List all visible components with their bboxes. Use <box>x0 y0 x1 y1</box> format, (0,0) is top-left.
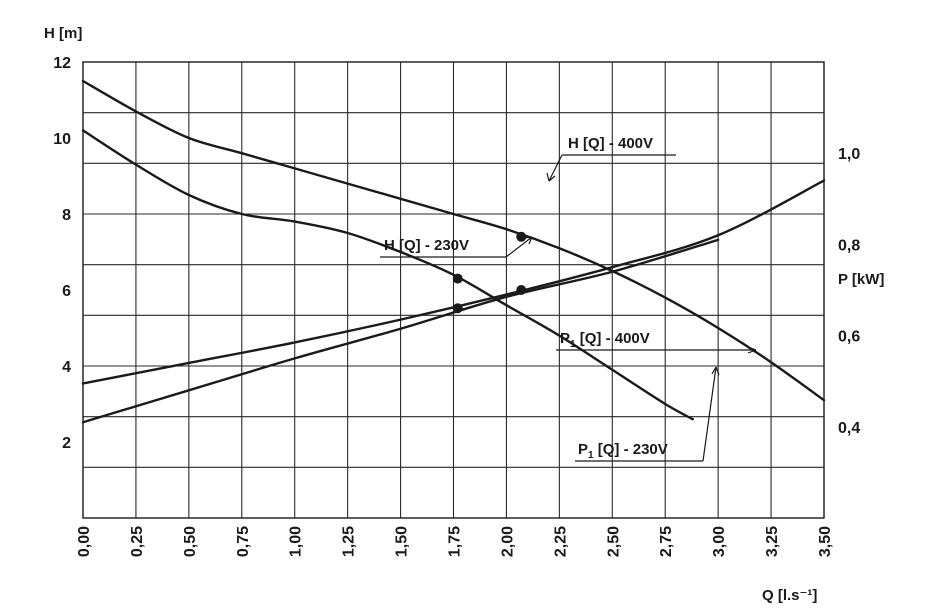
operating-points <box>452 231 527 314</box>
series-label-h230: H [Q] - 230V <box>384 237 469 254</box>
x-tick-label: 0,50 <box>182 526 199 557</box>
series-label-p230: P1 [Q] - 230V <box>578 441 668 461</box>
x-tick-label: 1,75 <box>447 526 464 557</box>
label-h400: H [Q] - 400V <box>546 135 676 182</box>
y-tick-label-left: 4 <box>62 359 71 376</box>
x-tick-label: 3,00 <box>711 526 728 557</box>
y-tick-label-right: 0,6 <box>838 329 860 346</box>
x-tick-label: 3,25 <box>764 526 781 557</box>
y-tick-label-left: 8 <box>62 207 71 224</box>
label-p230: P1 [Q] - 230V <box>575 366 720 462</box>
x-tick-label: 0,25 <box>129 526 146 557</box>
y-tick-label-left: 12 <box>53 55 71 72</box>
y-tick-label-right: 0,4 <box>838 420 860 437</box>
x-tick-label: 2,25 <box>552 526 569 557</box>
x-tick-label: 2,75 <box>658 526 675 557</box>
x-tick-label: 2,50 <box>605 526 622 557</box>
y-tick-label-left: 6 <box>62 283 71 300</box>
operating-point-marker <box>516 231 527 242</box>
y-tick-label-left: 2 <box>62 435 71 452</box>
series-line-1 <box>81 129 694 421</box>
series-label-h400: H [Q] - 400V <box>568 135 653 152</box>
label-p400: P1 [Q] - 400V <box>556 330 757 354</box>
label-h230: H [Q] - 230V <box>380 236 533 258</box>
x-tick-label: 1,25 <box>341 526 358 557</box>
plot-frame <box>82 61 825 519</box>
operating-point-marker <box>452 303 463 314</box>
x-axis-label: Q [l.s⁻¹] <box>762 587 817 604</box>
operating-point-marker <box>452 273 463 284</box>
y-tick-label-right: 0,8 <box>838 237 860 254</box>
x-tick-label: 1,00 <box>288 526 305 557</box>
y-axis-label-right: P [kW] <box>838 271 884 288</box>
series-line-0 <box>81 79 826 402</box>
series-line-3 <box>81 238 720 424</box>
y-tick-label-right: 1,0 <box>838 146 860 163</box>
x-tick-label: 1,50 <box>394 526 411 557</box>
x-tick-label: 0,75 <box>235 526 252 557</box>
operating-point-marker <box>516 285 527 295</box>
tick-labels: 0,00 0,25 0,50 0,75 1,00 1,25 1,50 1,75 2,00 2,25… <box>53 55 860 557</box>
x-tick-label: 2,00 <box>499 526 516 557</box>
x-tick-label: 3,50 <box>817 526 834 557</box>
grid <box>83 62 824 518</box>
y-tick-label-left: 10 <box>53 131 71 148</box>
y-axis-label-left: H [m] <box>44 25 82 42</box>
series-label-p400: P1 [Q] - 400V <box>560 330 650 350</box>
x-tick-label: 0,00 <box>76 526 93 557</box>
